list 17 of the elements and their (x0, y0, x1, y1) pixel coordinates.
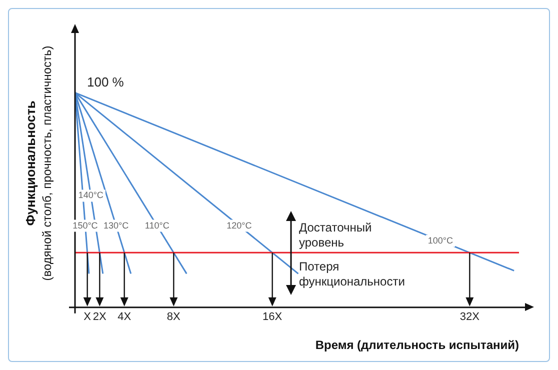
series-label: 130°C (104, 220, 130, 230)
series-label: 120°C (226, 220, 252, 230)
annotation: Достаточный уровень (299, 220, 372, 250)
x-axis-title: Время (длительность испытаний) (315, 338, 519, 352)
x-tick-label: 16X (262, 311, 283, 324)
x-tick-label: 8X (166, 311, 182, 324)
series-label: 150°C (72, 220, 98, 230)
annotation: Потеря функциональности (299, 260, 405, 289)
x-tick-label: X (84, 311, 92, 324)
series-label: 100°C (428, 235, 454, 246)
series-label: 140°C (78, 190, 104, 200)
x-tick-label: 4X (118, 311, 132, 324)
x-tick-label: 2X (92, 311, 108, 324)
y-axis-title: Функциональность (водяной столб, прочность, пластичность) (23, 46, 54, 281)
x-tick-label: 32X (460, 311, 480, 324)
series-label: 110°C (144, 220, 170, 230)
annotation: 100 % (87, 74, 124, 90)
